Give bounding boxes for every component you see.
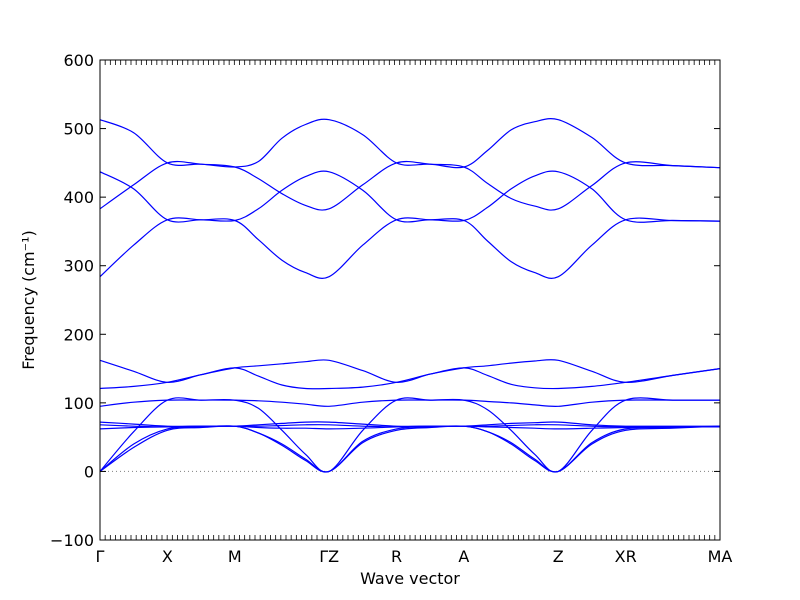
x-tick-label: R xyxy=(391,547,402,566)
x-tick-label: M xyxy=(228,547,242,566)
x-tick-label: ΓZ xyxy=(319,547,339,566)
x-tick-label: MA xyxy=(708,547,733,566)
x-tick-label: Γ xyxy=(96,547,105,566)
branch-line-4 xyxy=(99,217,721,279)
y-tick-label: 600 xyxy=(63,51,94,70)
branch-line-8 xyxy=(99,421,720,427)
y-tick-label: 500 xyxy=(63,120,94,139)
x-tick-label: XR xyxy=(615,547,637,566)
x-tick-label: Z xyxy=(553,547,564,566)
plot-frame xyxy=(99,59,721,541)
y-tick-label: 0 xyxy=(84,462,94,481)
x-axis-ticks: Γ X M ΓZ R A Z XR MA xyxy=(96,60,733,566)
branch-line-7 xyxy=(99,399,720,407)
y-tick-label: −100 xyxy=(50,531,94,550)
x-axis-label: Wave vector xyxy=(360,569,460,588)
y-axis-label: Frequency (cm⁻¹) xyxy=(19,230,38,369)
y-tick-label: 300 xyxy=(63,257,94,276)
branch-line-11 xyxy=(99,425,721,473)
branch-line-12 xyxy=(99,425,721,473)
y-tick-label: 100 xyxy=(63,394,94,413)
branch-line-3 xyxy=(99,160,721,211)
y-axis-ticks: −100 0 100 200 300 400 500 600 xyxy=(50,51,720,550)
branch-line-13 xyxy=(99,397,720,473)
dispersion-branches xyxy=(99,118,721,473)
y-tick-label: 200 xyxy=(63,325,94,344)
y-tick-label: 400 xyxy=(63,188,94,207)
branch-line-1 xyxy=(99,118,721,169)
x-tick-label: X xyxy=(162,547,173,566)
branch-line-6 xyxy=(99,367,721,390)
x-tick-label: A xyxy=(458,547,469,566)
branch-line-2 xyxy=(99,170,721,223)
